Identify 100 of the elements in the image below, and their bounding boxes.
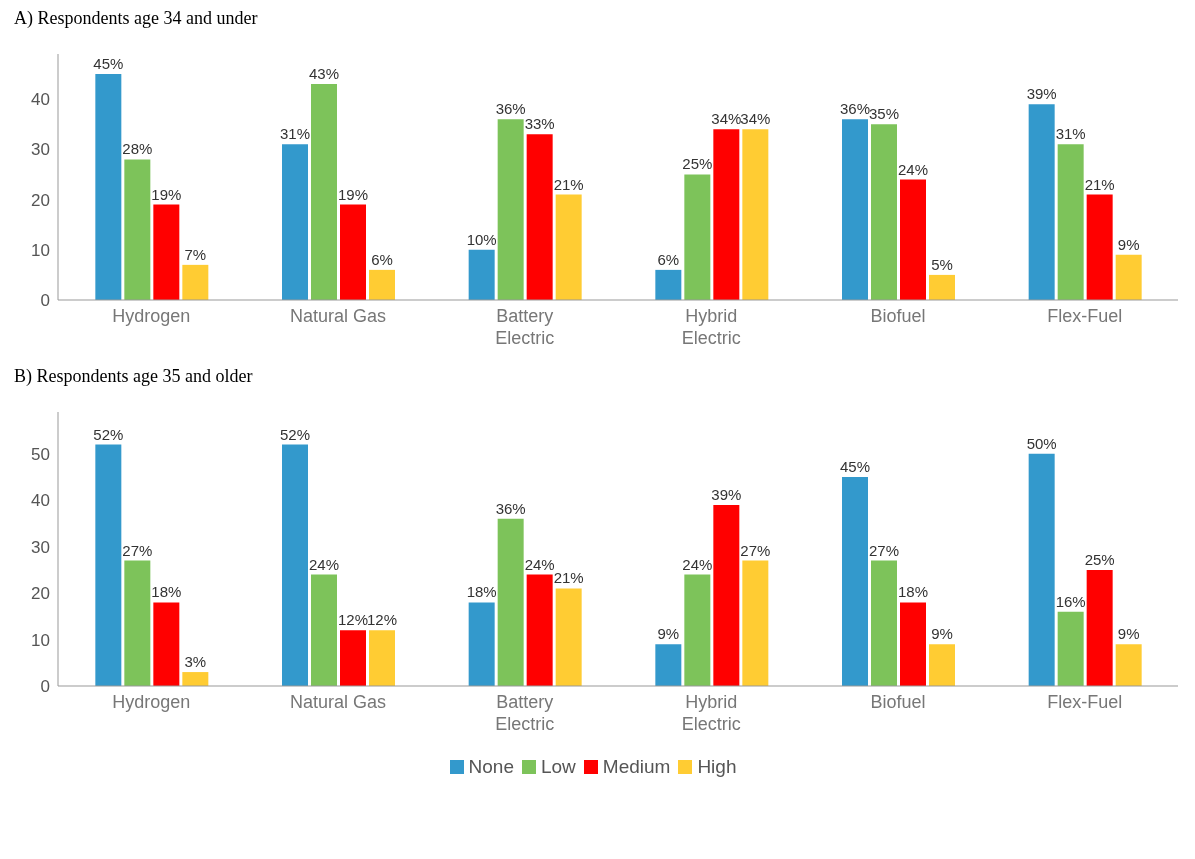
x-tick-label: Biofuel bbox=[870, 306, 926, 326]
data-label: 18% bbox=[466, 583, 497, 601]
bar bbox=[871, 124, 897, 300]
bar bbox=[1057, 611, 1084, 686]
data-label: 10% bbox=[466, 230, 497, 248]
data-label: 52% bbox=[93, 425, 124, 443]
data-label: 9% bbox=[1117, 625, 1140, 643]
data-label: 24% bbox=[682, 555, 713, 573]
data-label: 21% bbox=[1084, 175, 1115, 193]
data-label: 18% bbox=[897, 583, 929, 601]
data-label: 25% bbox=[1084, 550, 1115, 568]
bar bbox=[900, 602, 926, 686]
bar bbox=[900, 179, 926, 300]
y-tick-label: 0 bbox=[40, 291, 50, 311]
data-label: 19% bbox=[151, 185, 182, 203]
bar bbox=[95, 74, 122, 300]
data-label: 52% bbox=[279, 425, 311, 443]
bar bbox=[842, 119, 868, 300]
y-tick-label: 40 bbox=[31, 491, 50, 511]
data-label: 45% bbox=[93, 55, 124, 73]
y-tick-label: 20 bbox=[31, 190, 50, 210]
data-label: 9% bbox=[657, 625, 680, 643]
bar bbox=[282, 444, 308, 686]
bar bbox=[713, 504, 740, 686]
data-label: 21% bbox=[553, 569, 584, 587]
y-tick-label: 30 bbox=[31, 140, 50, 160]
data-label: 34% bbox=[711, 110, 742, 128]
data-label: 18% bbox=[151, 583, 182, 601]
bar bbox=[929, 644, 955, 686]
bar bbox=[684, 174, 711, 300]
bar bbox=[526, 574, 553, 686]
x-tick-label: Hydrogen bbox=[112, 306, 191, 326]
legend-label: Low bbox=[539, 756, 576, 778]
data-label: 27% bbox=[122, 541, 153, 559]
data-label: 39% bbox=[711, 485, 742, 503]
bar bbox=[929, 274, 955, 300]
x-tick-label: Natural Gas bbox=[289, 692, 387, 712]
bar bbox=[282, 144, 308, 300]
data-label: 7% bbox=[184, 245, 207, 263]
data-label: 21% bbox=[553, 175, 584, 193]
bar bbox=[1028, 453, 1055, 686]
data-label: 12% bbox=[337, 611, 369, 629]
data-label: 43% bbox=[308, 65, 340, 83]
y-tick-label: 10 bbox=[31, 240, 50, 260]
data-label: 36% bbox=[495, 100, 526, 118]
bar bbox=[742, 560, 769, 686]
legend-label: None bbox=[467, 756, 514, 778]
bar bbox=[340, 204, 366, 300]
x-tick-label: Hybrid Electric bbox=[681, 692, 741, 734]
data-label: 24% bbox=[524, 555, 555, 573]
data-label: 36% bbox=[495, 499, 526, 517]
y-tick-label: 50 bbox=[31, 444, 50, 464]
data-label: 28% bbox=[122, 140, 153, 158]
y-tick-label: 10 bbox=[31, 630, 50, 650]
bar bbox=[713, 129, 740, 300]
bar bbox=[684, 574, 711, 686]
bar bbox=[153, 204, 180, 300]
data-label: 34% bbox=[740, 110, 771, 128]
bar bbox=[526, 134, 553, 300]
data-label: 35% bbox=[868, 105, 900, 123]
data-label: 25% bbox=[682, 155, 713, 173]
data-label: 9% bbox=[1117, 235, 1140, 253]
bar bbox=[153, 602, 180, 686]
bar bbox=[1086, 194, 1113, 300]
y-tick-label: 40 bbox=[31, 90, 50, 110]
data-label: 24% bbox=[308, 555, 340, 573]
data-label: 16% bbox=[1055, 592, 1086, 610]
bar bbox=[369, 630, 395, 686]
y-tick-label: 0 bbox=[40, 677, 50, 697]
data-label: 33% bbox=[524, 115, 555, 133]
legend-label: Medium bbox=[601, 756, 671, 778]
x-tick-label: Hydrogen bbox=[112, 692, 191, 712]
bar bbox=[871, 560, 897, 686]
data-label: 27% bbox=[740, 541, 771, 559]
data-label: 45% bbox=[839, 458, 871, 476]
bar bbox=[311, 574, 337, 686]
bar bbox=[1115, 644, 1142, 686]
bar bbox=[340, 630, 366, 686]
chart-title: A) Respondents age 34 and under bbox=[14, 8, 259, 30]
bar bbox=[742, 129, 769, 300]
bar bbox=[655, 269, 682, 300]
legend-label: High bbox=[696, 756, 737, 778]
data-label: 5% bbox=[931, 255, 953, 273]
data-label: 6% bbox=[371, 250, 393, 268]
x-tick-label: Flex-Fuel bbox=[1047, 306, 1123, 326]
data-label: 31% bbox=[279, 125, 311, 143]
bar bbox=[555, 194, 582, 300]
data-label: 39% bbox=[1026, 85, 1057, 103]
x-tick-label: Hybrid Electric bbox=[681, 306, 741, 348]
y-tick-label: 20 bbox=[31, 584, 50, 604]
bar bbox=[1028, 104, 1055, 300]
bar bbox=[555, 588, 582, 686]
x-tick-label: Biofuel bbox=[870, 692, 926, 712]
bar bbox=[1086, 569, 1113, 686]
data-label: 9% bbox=[931, 625, 953, 643]
data-label: 31% bbox=[1055, 125, 1086, 143]
bar bbox=[124, 560, 151, 686]
bar bbox=[497, 518, 524, 686]
x-tick-label: Natural Gas bbox=[289, 306, 387, 326]
bar bbox=[311, 84, 337, 300]
